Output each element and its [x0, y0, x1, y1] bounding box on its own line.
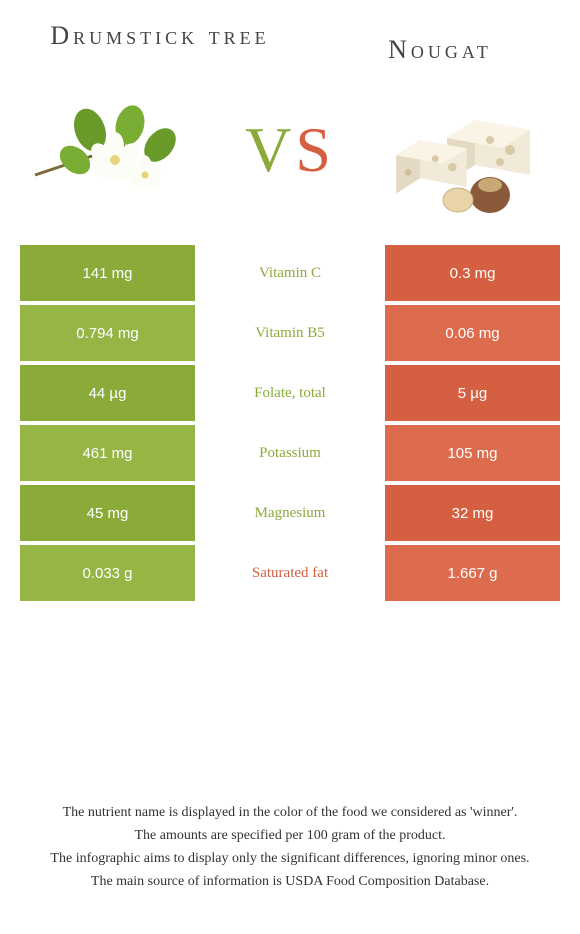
cell-left-value: 44 µg	[20, 365, 195, 421]
title-left: Drumstick tree	[50, 20, 270, 65]
cell-nutrient-name: Vitamin C	[195, 245, 385, 301]
cell-left-value: 141 mg	[20, 245, 195, 301]
cell-nutrient-name: Vitamin B5	[195, 305, 385, 361]
cell-right-value: 1.667 g	[385, 545, 560, 601]
footnote-line: The main source of information is USDA F…	[20, 871, 560, 892]
cell-left-value: 0.794 mg	[20, 305, 195, 361]
table-row: 45 mgMagnesium32 mg	[20, 485, 560, 541]
food-image-left	[30, 85, 200, 215]
table-row: 44 µgFolate, total5 µg	[20, 365, 560, 421]
food-image-right	[380, 85, 550, 215]
title-right: Nougat	[350, 20, 530, 65]
footnote-line: The infographic aims to display only the…	[20, 848, 560, 869]
vs-label: VS	[245, 113, 335, 187]
vs-s: S	[295, 114, 335, 185]
cell-right-value: 0.3 mg	[385, 245, 560, 301]
cell-nutrient-name: Saturated fat	[195, 545, 385, 601]
cell-right-value: 0.06 mg	[385, 305, 560, 361]
cell-nutrient-name: Potassium	[195, 425, 385, 481]
cell-nutrient-name: Folate, total	[195, 365, 385, 421]
cell-right-value: 105 mg	[385, 425, 560, 481]
cell-right-value: 5 µg	[385, 365, 560, 421]
table-row: 461 mgPotassium105 mg	[20, 425, 560, 481]
footnotes: The nutrient name is displayed in the co…	[20, 802, 560, 894]
hero-row: VS	[0, 75, 580, 245]
table-row: 0.033 gSaturated fat1.667 g	[20, 545, 560, 601]
cell-left-value: 0.033 g	[20, 545, 195, 601]
comparison-table: 141 mgVitamin C0.3 mg0.794 mgVitamin B50…	[20, 245, 560, 601]
cell-right-value: 32 mg	[385, 485, 560, 541]
table-row: 141 mgVitamin C0.3 mg	[20, 245, 560, 301]
footnote-line: The nutrient name is displayed in the co…	[20, 802, 560, 823]
footnote-line: The amounts are specified per 100 gram o…	[20, 825, 560, 846]
cell-left-value: 45 mg	[20, 485, 195, 541]
table-row: 0.794 mgVitamin B50.06 mg	[20, 305, 560, 361]
cell-nutrient-name: Magnesium	[195, 485, 385, 541]
cell-left-value: 461 mg	[20, 425, 195, 481]
vs-v: V	[245, 114, 295, 185]
header: Drumstick tree Nougat	[0, 0, 580, 75]
